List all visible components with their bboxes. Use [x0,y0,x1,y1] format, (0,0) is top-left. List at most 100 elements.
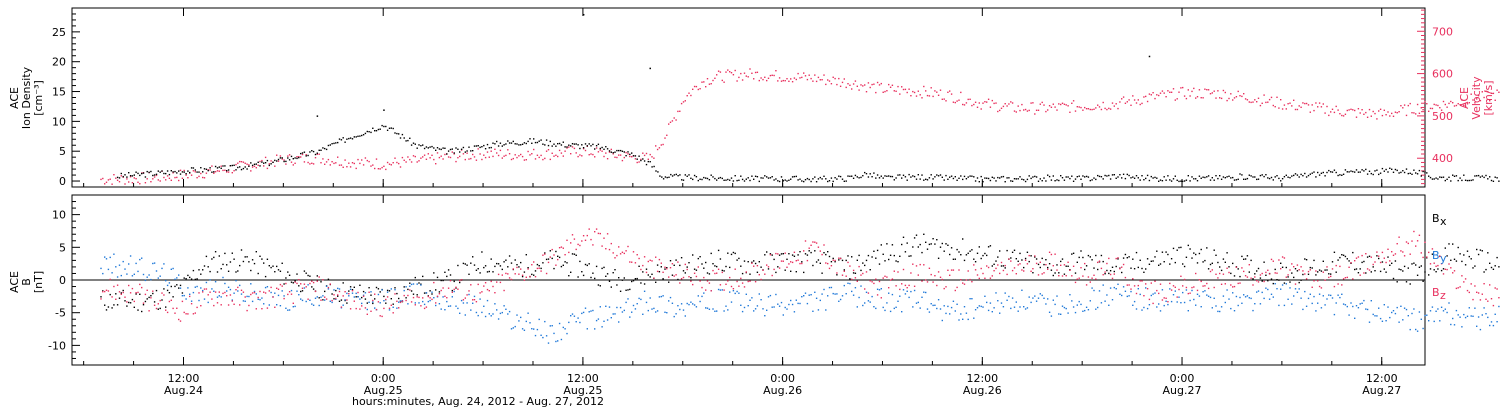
b-point [307,298,309,300]
b-point [1152,293,1154,295]
b-point [1128,256,1130,258]
b-point [1326,266,1328,268]
velocity-point [1104,107,1106,110]
top-ylabel-right: Velocity [1470,76,1483,120]
velocity-point [1209,93,1212,95]
b-point [464,314,466,316]
b-point [766,264,768,266]
b-point [627,298,629,300]
b-point [1324,269,1326,271]
velocity-point [1087,108,1090,110]
b-point [399,300,402,302]
b-point [1135,251,1138,254]
b-point [427,295,429,298]
b-point [1348,260,1350,262]
velocity-point [174,176,176,179]
velocity-point [747,76,749,78]
b-point [923,264,925,266]
b-point [207,266,209,268]
b-point [612,313,614,315]
density-point [479,146,481,149]
b-point [1335,264,1337,267]
b-point [551,325,553,327]
density-point [943,179,945,181]
velocity-point [1487,90,1489,93]
b-point [1035,262,1038,265]
b-point [1008,295,1010,298]
b-point [240,293,243,295]
density-point [187,170,189,172]
b-point [166,311,169,314]
b-point [1206,294,1208,296]
b-point [331,301,333,304]
density-point [1304,172,1306,175]
density-point [782,180,784,182]
b-point [1161,299,1164,301]
velocity-point [762,78,764,81]
b-point [764,254,766,256]
b-point [381,315,383,318]
b-point [538,318,540,321]
b-point [780,260,783,262]
density-point [142,172,145,174]
density-point [1222,176,1225,178]
b-point [949,274,951,276]
velocity-point [457,157,459,159]
density-point [1368,170,1371,172]
density-point [657,171,659,173]
b-point [1004,267,1006,269]
b-point [1058,272,1060,274]
density-point [1011,180,1014,182]
velocity-point [725,71,727,73]
density-point [1165,179,1167,181]
b-point [259,290,261,293]
velocity-point [1159,92,1162,94]
b-point [172,307,174,310]
density-point [403,137,405,139]
b-point [1366,256,1369,258]
b-point [533,328,535,330]
velocity-point [839,85,842,87]
velocity-point [930,87,932,89]
b-point [1017,264,1019,266]
b-point [1132,278,1134,280]
b-point [155,270,158,272]
velocity-point [828,80,831,82]
velocity-point [159,180,161,182]
b-point [459,312,461,314]
b-point [893,254,895,257]
density-point [923,179,925,181]
b-point [1054,303,1056,306]
velocity-point [1244,98,1247,100]
b-point [307,284,309,286]
density-point [536,141,539,144]
b-point [1278,259,1280,261]
b-point [174,312,176,314]
density-point [852,177,855,179]
velocity-point [693,85,696,88]
density-point [969,175,971,177]
b-point [764,315,766,317]
x-tick-time: 12:00 [168,372,200,385]
b-point [631,280,633,283]
b-point [771,254,773,256]
b-point [1487,252,1489,254]
b-point [682,276,685,279]
b-point [917,246,919,248]
density-point [732,180,735,182]
density-point [865,173,868,175]
b-point [1032,272,1034,274]
velocity-point [738,76,740,79]
b-point [773,268,775,271]
velocity-point [873,83,875,85]
b-point [582,311,585,314]
b-point [1041,294,1043,297]
b-point [209,291,211,293]
b-point [558,256,561,259]
b-point [1043,272,1045,274]
velocity-point [118,181,121,183]
velocity-point [1464,105,1467,107]
b-point [372,302,374,305]
b-point [695,275,698,278]
velocity-point [398,162,400,165]
